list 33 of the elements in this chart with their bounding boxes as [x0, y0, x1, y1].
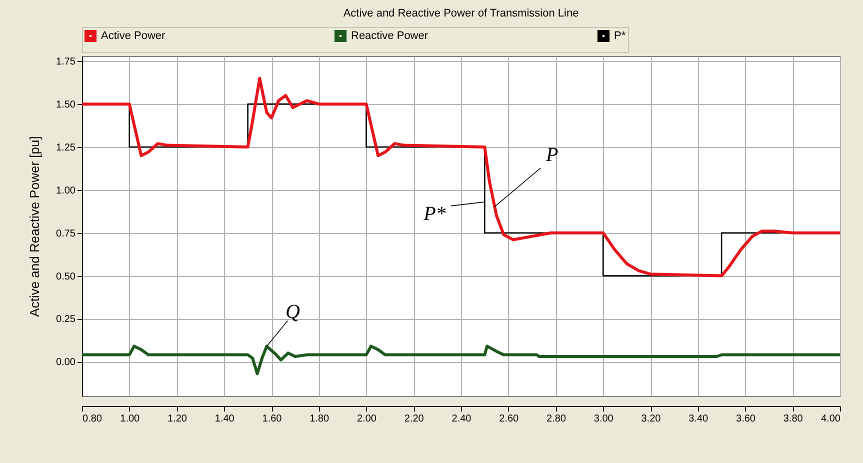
x-tick-label: 2.40	[452, 414, 472, 424]
y-tick-label: 0.25	[56, 314, 76, 326]
x-tick-label: 3.40	[688, 414, 709, 424]
x-tick-label: 1.00	[120, 414, 140, 424]
legend-label: Active Power	[101, 30, 166, 42]
x-tick-label: 3.00	[594, 414, 614, 424]
x-tick-label: 1.20	[168, 414, 188, 424]
x-tick-label: 2.00	[357, 414, 377, 424]
legend-label: P*	[614, 30, 626, 42]
y-tick-label: 0.75	[56, 228, 76, 240]
annotation: P*	[422, 202, 446, 225]
x-tick-label: 1.80	[310, 414, 330, 424]
y-axis-title: Active and Reactive Power [pu]	[27, 136, 42, 317]
x-tick-label: 2.80	[546, 414, 566, 424]
x-tick-label: 1.60	[262, 414, 282, 424]
annotation: P	[545, 144, 558, 166]
x-tick-label: 1.40	[214, 414, 235, 424]
x-tick-label: 0.80	[82, 414, 102, 424]
y-tick-label: 1.25	[56, 142, 76, 154]
x-tick-label: 2.20	[404, 414, 424, 424]
x-tick-label: 4.00	[821, 414, 841, 424]
y-tick-label: 0.50	[56, 271, 76, 282]
annotation: Q	[286, 301, 301, 324]
x-tick-label: 2.60	[499, 414, 520, 424]
y-tick-label: 1.50	[56, 100, 76, 111]
x-tick-label: 3.20	[641, 414, 662, 424]
y-tick-label: 1.00	[56, 185, 76, 196]
x-tick-label: 3.80	[783, 414, 804, 424]
legend-label: Reactive Power	[351, 30, 428, 42]
chart-title: Active and Reactive Power of Transmission Line	[343, 8, 579, 20]
y-tick-label: 1.75	[56, 56, 76, 68]
y-tick-label: 0.00	[56, 357, 76, 368]
x-tick-label: 3.60	[736, 414, 756, 424]
